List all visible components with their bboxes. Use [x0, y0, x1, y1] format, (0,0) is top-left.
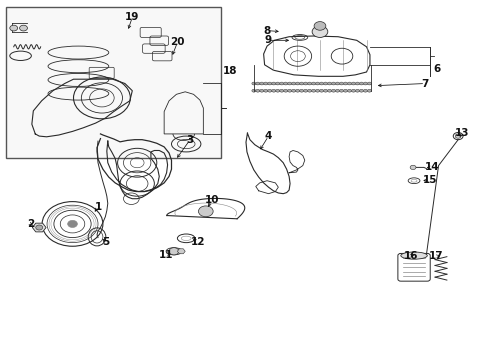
- Circle shape: [368, 82, 371, 85]
- Circle shape: [319, 89, 323, 92]
- Circle shape: [323, 89, 327, 92]
- Circle shape: [336, 89, 340, 92]
- Circle shape: [169, 248, 179, 255]
- Circle shape: [284, 82, 288, 85]
- Circle shape: [300, 82, 304, 85]
- Text: 14: 14: [425, 162, 440, 172]
- Circle shape: [340, 89, 343, 92]
- Circle shape: [300, 89, 304, 92]
- Circle shape: [314, 22, 326, 30]
- Circle shape: [272, 82, 276, 85]
- Text: 1: 1: [95, 202, 101, 212]
- Circle shape: [347, 89, 351, 92]
- Circle shape: [252, 89, 256, 92]
- Circle shape: [343, 82, 347, 85]
- Text: 19: 19: [125, 12, 140, 22]
- Circle shape: [268, 89, 272, 92]
- Circle shape: [347, 82, 351, 85]
- Circle shape: [316, 89, 319, 92]
- Text: 12: 12: [191, 237, 206, 247]
- Circle shape: [304, 82, 308, 85]
- Circle shape: [260, 82, 264, 85]
- Circle shape: [332, 89, 336, 92]
- Text: 7: 7: [421, 78, 429, 89]
- Circle shape: [272, 89, 276, 92]
- Circle shape: [455, 134, 461, 138]
- Circle shape: [340, 82, 343, 85]
- Bar: [6, 7, 221, 158]
- Circle shape: [256, 82, 260, 85]
- Text: 5: 5: [102, 237, 109, 247]
- Text: 17: 17: [429, 251, 443, 261]
- Circle shape: [36, 225, 43, 230]
- Polygon shape: [177, 249, 185, 254]
- Circle shape: [332, 82, 336, 85]
- Circle shape: [256, 89, 260, 92]
- Circle shape: [308, 89, 312, 92]
- Circle shape: [308, 82, 312, 85]
- Text: 11: 11: [158, 250, 173, 260]
- Circle shape: [198, 206, 213, 217]
- Circle shape: [304, 89, 308, 92]
- Text: 2: 2: [27, 219, 34, 229]
- Text: 20: 20: [170, 37, 185, 48]
- Text: 8: 8: [264, 26, 270, 36]
- Circle shape: [292, 82, 295, 85]
- Circle shape: [410, 165, 416, 170]
- Circle shape: [312, 89, 316, 92]
- Circle shape: [364, 82, 368, 85]
- Circle shape: [264, 89, 268, 92]
- Circle shape: [260, 89, 264, 92]
- Circle shape: [68, 220, 77, 228]
- Circle shape: [288, 89, 292, 92]
- Circle shape: [292, 89, 295, 92]
- Circle shape: [252, 82, 256, 85]
- Text: 3: 3: [187, 135, 194, 145]
- Text: 13: 13: [454, 128, 469, 138]
- Circle shape: [356, 89, 360, 92]
- Circle shape: [10, 25, 18, 31]
- Circle shape: [351, 82, 355, 85]
- Circle shape: [264, 82, 268, 85]
- Text: 10: 10: [204, 195, 219, 205]
- Circle shape: [316, 82, 319, 85]
- Text: 6: 6: [434, 64, 441, 74]
- Circle shape: [288, 82, 292, 85]
- Circle shape: [280, 82, 284, 85]
- Text: 18: 18: [223, 66, 238, 76]
- Text: 15: 15: [423, 175, 438, 185]
- Circle shape: [356, 82, 360, 85]
- Circle shape: [364, 89, 368, 92]
- Circle shape: [295, 82, 299, 85]
- Circle shape: [312, 82, 316, 85]
- Circle shape: [328, 89, 332, 92]
- Circle shape: [328, 82, 332, 85]
- Circle shape: [276, 82, 280, 85]
- Ellipse shape: [401, 252, 427, 259]
- Circle shape: [280, 89, 284, 92]
- Circle shape: [351, 89, 355, 92]
- Circle shape: [368, 89, 371, 92]
- Circle shape: [312, 26, 328, 37]
- Circle shape: [360, 82, 364, 85]
- Circle shape: [323, 82, 327, 85]
- Polygon shape: [32, 223, 46, 232]
- Circle shape: [276, 89, 280, 92]
- Circle shape: [343, 89, 347, 92]
- Circle shape: [20, 25, 27, 31]
- Text: 16: 16: [403, 251, 418, 261]
- Circle shape: [336, 82, 340, 85]
- Circle shape: [268, 82, 272, 85]
- Circle shape: [319, 82, 323, 85]
- Circle shape: [284, 89, 288, 92]
- Circle shape: [360, 89, 364, 92]
- Text: 9: 9: [265, 35, 272, 45]
- Text: 4: 4: [265, 131, 272, 141]
- Circle shape: [295, 89, 299, 92]
